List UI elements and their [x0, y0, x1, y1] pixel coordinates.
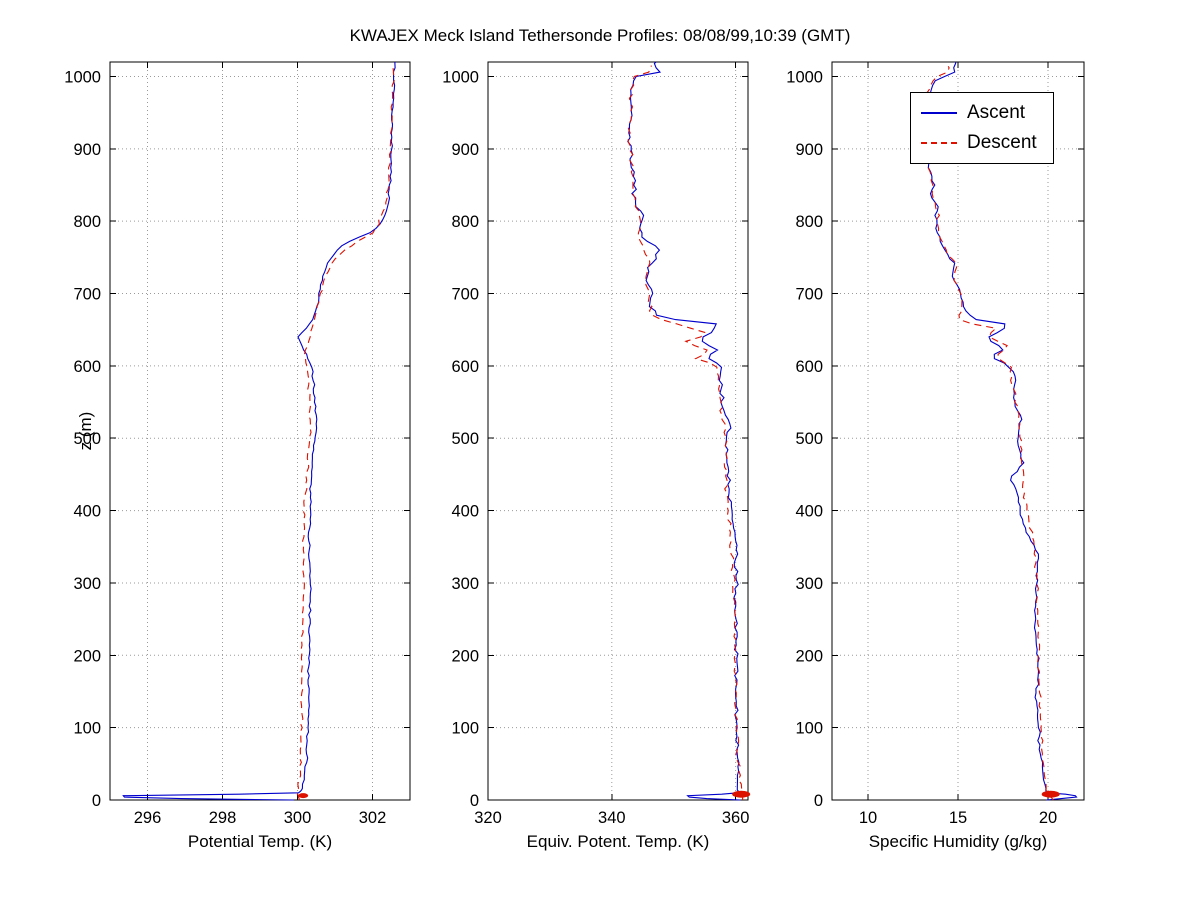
grid-lines — [832, 62, 1084, 801]
svg-text:500: 500 — [451, 430, 479, 448]
tick-labels: 296 298 300 302 0 100 200 300 400 500 600 700 800 900… — [64, 68, 386, 827]
svg-text:100: 100 — [73, 720, 101, 738]
svg-text:100: 100 — [795, 720, 823, 738]
svg-text:302: 302 — [359, 809, 387, 827]
svg-text:900: 900 — [73, 141, 101, 159]
axis-ticks — [487, 62, 748, 801]
svg-text:300: 300 — [284, 809, 312, 827]
svg-text:1000: 1000 — [442, 68, 479, 86]
svg-text:700: 700 — [451, 286, 479, 304]
axis-ticks — [110, 62, 410, 801]
svg-text:1000: 1000 — [786, 68, 823, 86]
svg-text:400: 400 — [451, 503, 479, 521]
ascent-line-sample-icon — [921, 112, 957, 114]
svg-text:600: 600 — [73, 358, 101, 376]
panel-potential-temp: 296 298 300 302 0 100 200 300 400 500 600 700 800 900… — [64, 61, 411, 827]
descent-surface-marker — [1041, 790, 1060, 798]
svg-text:600: 600 — [451, 358, 479, 376]
axis-box — [109, 61, 411, 801]
svg-text:700: 700 — [73, 286, 101, 304]
svg-text:200: 200 — [795, 647, 823, 665]
svg-text:800: 800 — [73, 213, 101, 231]
svg-text:360: 360 — [722, 809, 750, 827]
legend: Ascent Descent — [910, 92, 1054, 164]
ascent-profile-line — [925, 61, 1078, 801]
svg-text:0: 0 — [92, 792, 101, 810]
x-axis-label-specific-humidity: Specific Humidity (g/kg) — [868, 832, 1048, 851]
legend-row-descent: Descent — [921, 128, 1037, 158]
svg-text:500: 500 — [795, 430, 823, 448]
tick-labels: 320 340 360 0 100 200 300 400 500 600 700 800 900 100… — [442, 68, 749, 827]
svg-text:340: 340 — [598, 809, 626, 827]
svg-text:800: 800 — [795, 213, 823, 231]
svg-text:200: 200 — [73, 647, 101, 665]
svg-text:500: 500 — [73, 430, 101, 448]
svg-text:700: 700 — [795, 286, 823, 304]
svg-text:100: 100 — [451, 720, 479, 738]
svg-text:10: 10 — [859, 809, 877, 827]
svg-text:298: 298 — [209, 809, 237, 827]
svg-text:0: 0 — [470, 792, 479, 810]
panel-equiv-potent-temp: 320 340 360 0 100 200 300 400 500 600 700 800 900 100… — [442, 61, 751, 827]
svg-text:200: 200 — [451, 647, 479, 665]
legend-label-descent: Descent — [967, 132, 1037, 153]
descent-profile-line — [296, 65, 395, 801]
svg-text:300: 300 — [451, 575, 479, 593]
svg-text:320: 320 — [474, 809, 502, 827]
ascent-profile-line — [627, 61, 741, 801]
descent-surface-marker — [298, 793, 309, 799]
svg-text:600: 600 — [795, 358, 823, 376]
descent-line-sample-icon — [921, 142, 957, 144]
legend-label-ascent: Ascent — [967, 102, 1026, 123]
svg-text:400: 400 — [73, 503, 101, 521]
descent-profile-line — [627, 65, 744, 801]
svg-text:15: 15 — [949, 809, 967, 827]
axis-box — [487, 61, 749, 801]
x-axis-label-potential-temp: Potential Temp. (K) — [187, 832, 333, 851]
ascent-profile-line — [122, 62, 396, 801]
figure-title: KWAJEX Meck Island Tethersonde Profiles:… — [349, 26, 851, 45]
svg-text:300: 300 — [73, 575, 101, 593]
svg-text:0: 0 — [814, 792, 823, 810]
svg-text:20: 20 — [1039, 809, 1057, 827]
svg-text:1000: 1000 — [64, 68, 101, 86]
descent-surface-marker — [732, 790, 751, 798]
svg-text:800: 800 — [451, 213, 479, 231]
x-axis-label-equiv-potent-temp: Equiv. Potent. Temp. (K) — [526, 832, 710, 851]
descent-profile-line — [924, 66, 1054, 801]
svg-text:300: 300 — [795, 575, 823, 593]
svg-text:900: 900 — [795, 141, 823, 159]
legend-row-ascent: Ascent — [921, 98, 1037, 128]
svg-text:900: 900 — [451, 141, 479, 159]
svg-text:296: 296 — [134, 809, 162, 827]
grid-lines — [110, 62, 410, 801]
grid-lines — [487, 62, 748, 801]
svg-text:400: 400 — [795, 503, 823, 521]
axis-ticks — [832, 62, 1084, 801]
